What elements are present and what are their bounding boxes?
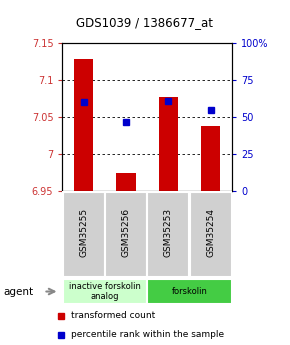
Text: transformed count: transformed count (71, 312, 156, 321)
Bar (74, 59, 93, 191)
Text: forskolin: forskolin (172, 287, 208, 296)
Text: inactive forskolin
analog: inactive forskolin analog (69, 282, 141, 301)
Bar (190, 193, 232, 277)
Text: GSM35254: GSM35254 (206, 208, 215, 257)
Bar (159, 97, 178, 191)
Bar (201, 126, 220, 191)
Bar (63, 193, 105, 277)
Text: GDS1039 / 1386677_at: GDS1039 / 1386677_at (77, 16, 213, 29)
Text: GSM35256: GSM35256 (122, 208, 130, 257)
Text: percentile rank within the sample: percentile rank within the sample (71, 331, 224, 339)
Text: GSM35253: GSM35253 (164, 208, 173, 257)
Bar (105, 193, 147, 277)
Bar (147, 279, 232, 304)
Text: GSM35255: GSM35255 (79, 208, 88, 257)
Bar (116, 173, 135, 191)
Bar (147, 193, 189, 277)
Text: agent: agent (3, 287, 33, 296)
Bar (63, 279, 147, 304)
